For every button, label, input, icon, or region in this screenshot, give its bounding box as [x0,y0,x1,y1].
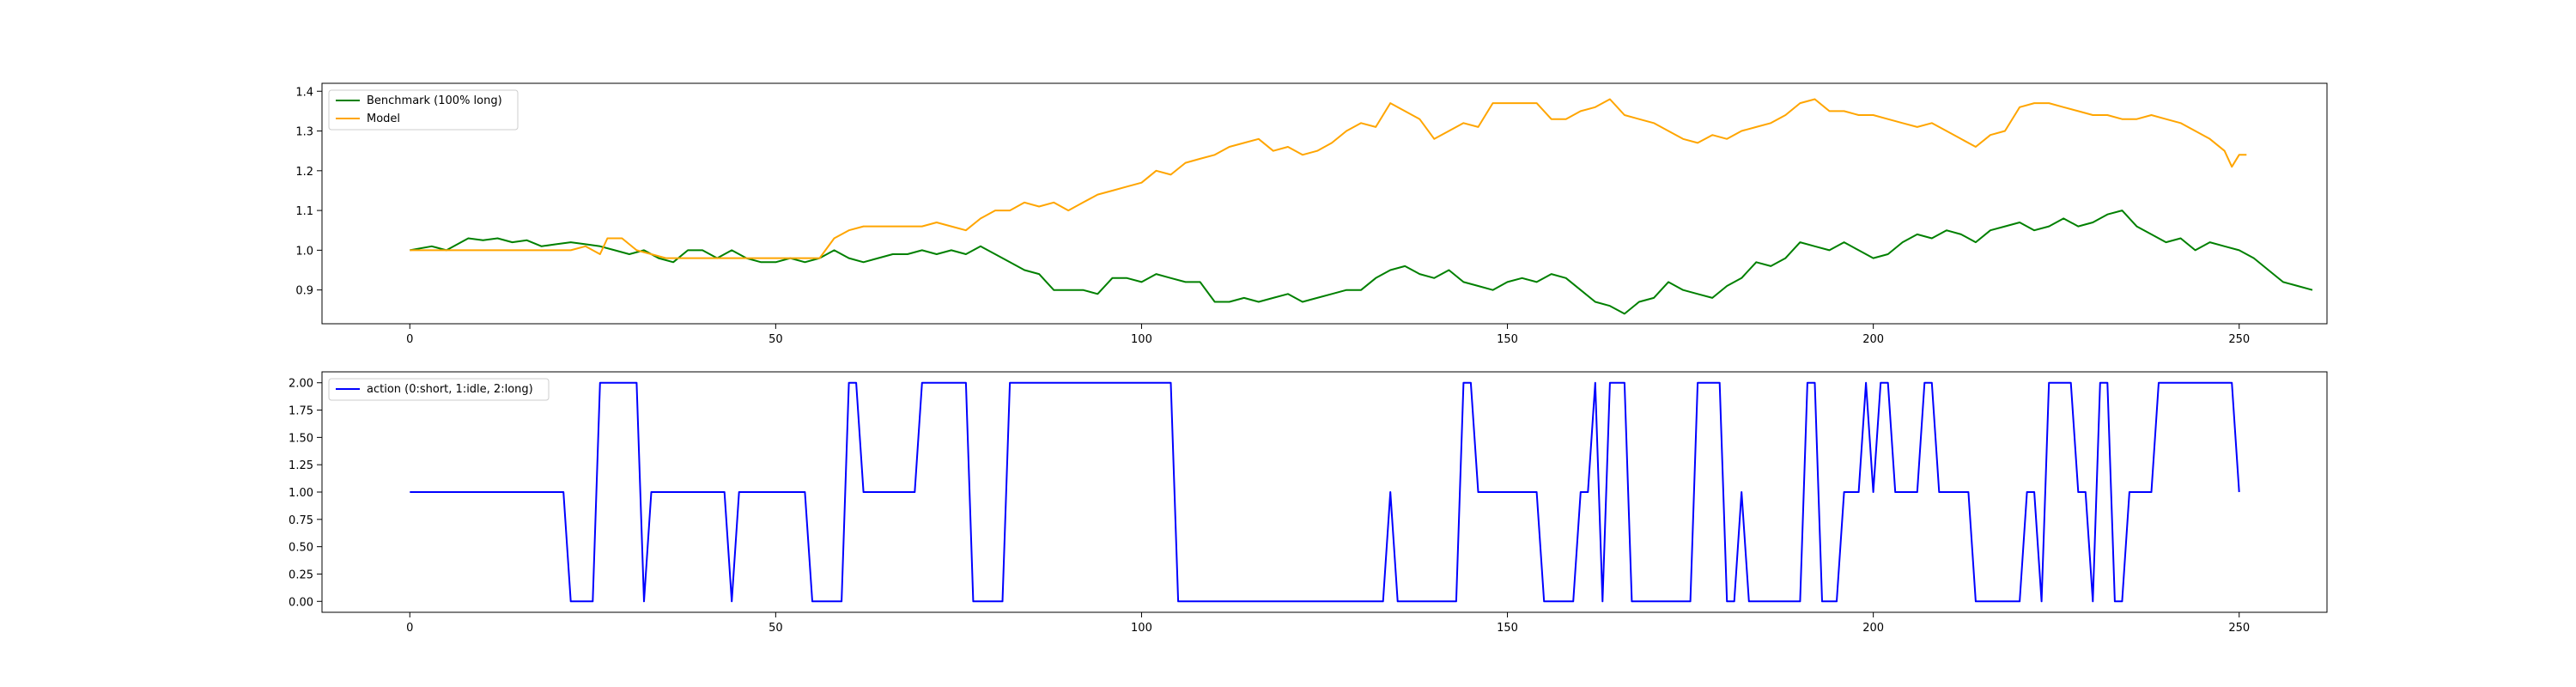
y-tick-label: 0.00 [289,596,313,609]
series-line-0 [410,210,2313,315]
x-tick-label: 50 [769,622,783,635]
x-tick-label: 100 [1131,333,1152,346]
action-chart-legend: action (0:short, 1:idle, 2:long) [328,378,550,401]
x-tick-label: 0 [406,622,413,635]
action-chart-panel: 0 50 100 150 200 250 0.00 0.25 0.50 0.75 1.00 1.25… [289,371,2328,635]
y-tick-label: 1.1 [295,205,313,218]
y-tick-label: 0.75 [289,514,313,527]
series-line-1 [410,98,2247,259]
legend-box [328,378,550,401]
y-tick-label: 1.4 [295,86,313,99]
series-line-0 [410,381,2240,603]
x-tick-label: 250 [2228,622,2250,635]
y-tick-label: 1.50 [289,432,313,445]
x-tick-label: 200 [1862,622,1884,635]
y-tick-label: 1.00 [289,487,313,500]
price-chart-panel: 0 50 100 150 200 250 0.9 1.0 1.1 1.2 1.3 1.4 Bench… [295,82,2328,346]
x-tick-label: 0 [406,333,413,346]
action-chart-x-axis: 0 50 100 150 200 250 [406,612,2250,635]
y-tick-label: 2.00 [289,378,313,391]
legend-label-model: Model [367,112,400,125]
y-tick-label: 1.75 [289,405,313,418]
action-chart-y-axis: 0.00 0.25 0.50 0.75 1.00 1.25 1.50 1.75 2.00 [289,378,322,609]
x-tick-label: 100 [1131,622,1152,635]
x-tick-label: 250 [2228,333,2250,346]
y-tick-label: 0.50 [289,542,313,555]
legend-label-benchmark: Benchmark (100% long) [367,94,502,107]
price-chart-frame [321,82,2328,325]
x-tick-label: 150 [1497,622,1518,635]
price-chart-legend: Benchmark (100% long) Model [328,89,519,131]
x-tick-label: 200 [1862,333,1884,346]
legend-label-action: action (0:short, 1:idle, 2:long) [367,383,533,396]
y-tick-label: 1.3 [295,126,313,139]
y-tick-label: 1.25 [289,459,313,472]
y-tick-label: 0.9 [295,285,313,298]
x-tick-label: 150 [1497,333,1518,346]
legend-box [328,89,519,131]
price-chart-x-axis: 0 50 100 150 200 250 [406,324,2250,346]
action-chart-series [410,381,2240,603]
price-chart-y-axis: 0.9 1.0 1.1 1.2 1.3 1.4 [295,86,322,298]
y-tick-label: 0.25 [289,568,313,581]
price-chart-series [410,98,2313,315]
x-tick-label: 50 [769,333,783,346]
y-tick-label: 1.2 [295,166,313,179]
y-tick-label: 1.0 [295,245,313,258]
